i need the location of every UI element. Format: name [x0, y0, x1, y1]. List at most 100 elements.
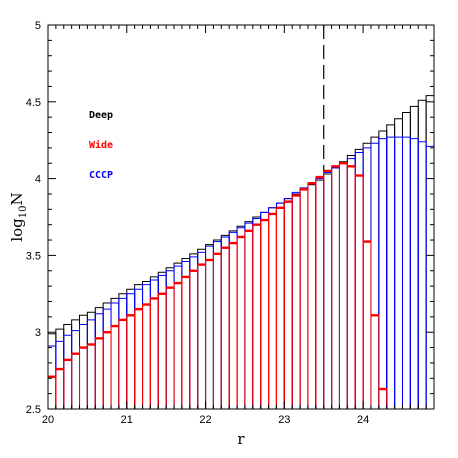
bar-wide	[315, 176, 325, 409]
bar-deep	[134, 284, 144, 409]
bar-deep	[425, 95, 435, 409]
bar-cccp	[346, 158, 356, 409]
bar-wide	[55, 368, 65, 409]
bar-cccp	[173, 265, 183, 409]
bar-deep	[354, 148, 364, 409]
bar-deep	[94, 307, 104, 409]
bar-deep	[102, 302, 112, 409]
bar-cccp	[134, 288, 144, 409]
bar-cccp	[260, 211, 270, 409]
bar-wide	[173, 282, 183, 409]
bar-deep	[110, 297, 120, 409]
bar-wide	[142, 304, 151, 409]
bar-deep	[252, 216, 262, 409]
bar-wide	[260, 219, 270, 409]
bar-wide	[157, 293, 167, 409]
bar-cccp	[362, 147, 372, 409]
bar-cccp	[142, 284, 151, 409]
x-tick-label: 21	[121, 414, 133, 426]
bar-deep	[417, 99, 427, 409]
bar-wide	[212, 253, 222, 409]
y-tick-label: 5	[35, 20, 41, 32]
bar-deep	[71, 319, 81, 409]
bar-cccp	[315, 178, 325, 409]
bar-wide	[110, 325, 120, 409]
bar-cccp	[401, 136, 411, 409]
bar-deep	[283, 198, 293, 409]
legend: Deep Wide CCCP	[89, 110, 113, 181]
bar-wide	[94, 337, 104, 409]
y-tick-label: 4.5	[26, 97, 41, 109]
bar-deep	[189, 253, 199, 409]
bar-wide	[102, 331, 112, 409]
bar-wide	[370, 314, 380, 409]
bar-deep	[307, 184, 317, 409]
bar-cccp	[212, 241, 222, 409]
bar-cccp	[220, 236, 230, 409]
x-tick-label: 24	[357, 414, 369, 426]
bar-cccp	[236, 227, 246, 409]
bar-cccp	[165, 270, 175, 409]
bar-wide	[86, 343, 96, 409]
bar-cccp	[71, 330, 81, 409]
bar-deep	[275, 202, 285, 409]
bar-cccp	[157, 274, 167, 409]
bar-wide	[71, 353, 81, 409]
bar-deep	[47, 333, 57, 409]
y-tick-label: 2.5	[26, 404, 41, 416]
bar-wide	[283, 201, 293, 409]
bar-cccp	[378, 138, 388, 409]
bar-cccp	[197, 251, 207, 409]
bar-cccp	[307, 182, 317, 409]
bar-deep	[401, 112, 411, 409]
bar-wide	[299, 188, 309, 409]
bar-wide	[118, 319, 128, 409]
bar-deep	[362, 142, 372, 409]
bar-cccp	[244, 222, 254, 409]
bar-cccp	[268, 207, 277, 409]
bar-wide	[181, 276, 191, 409]
series-wide	[47, 162, 388, 409]
bar-cccp	[417, 141, 427, 409]
tick-labels-layer: 20 21 22 23 24 2.5 3 3.5 4 4.5 5	[26, 20, 370, 426]
y-axis-label-subscript: 10	[18, 205, 29, 218]
legend-label-deep: Deep	[89, 110, 113, 121]
bar-deep	[299, 188, 309, 409]
bar-cccp	[86, 319, 96, 409]
plot-frame	[47, 24, 435, 410]
y-axis-label-tail: N	[8, 192, 26, 205]
bar-deep	[181, 257, 191, 409]
y-tick-label: 4	[35, 174, 41, 186]
bar-deep	[244, 221, 254, 409]
bar-wide	[189, 270, 199, 409]
bar-deep	[386, 124, 396, 409]
bar-cccp	[283, 198, 293, 409]
bar-cccp	[252, 218, 262, 409]
bar-deep	[315, 179, 325, 409]
bar-deep	[86, 311, 96, 409]
bar-wide	[197, 264, 207, 409]
bar-deep	[205, 244, 214, 409]
bar-deep	[394, 118, 403, 409]
bar-deep	[331, 167, 340, 409]
y-axis-label: log10N	[8, 192, 29, 241]
y-axis-label-main: log	[8, 218, 26, 242]
bar-cccp	[331, 167, 340, 409]
bar-wide	[134, 308, 144, 409]
ticks-layer	[47, 24, 435, 410]
bar-wide	[331, 165, 340, 409]
bar-cccp	[338, 162, 348, 409]
bar-deep	[79, 314, 88, 409]
bar-cccp	[386, 136, 396, 409]
bar-wide	[79, 347, 88, 409]
bar-wide	[291, 194, 301, 409]
bar-cccp	[94, 313, 104, 409]
bar-wide	[275, 207, 285, 409]
bar-deep	[165, 267, 175, 409]
bar-cccp	[181, 261, 191, 409]
bar-deep	[118, 293, 128, 409]
x-tick-label: 23	[278, 414, 290, 426]
bar-deep	[268, 207, 277, 409]
bar-wide	[378, 388, 388, 409]
bar-deep	[323, 173, 333, 409]
